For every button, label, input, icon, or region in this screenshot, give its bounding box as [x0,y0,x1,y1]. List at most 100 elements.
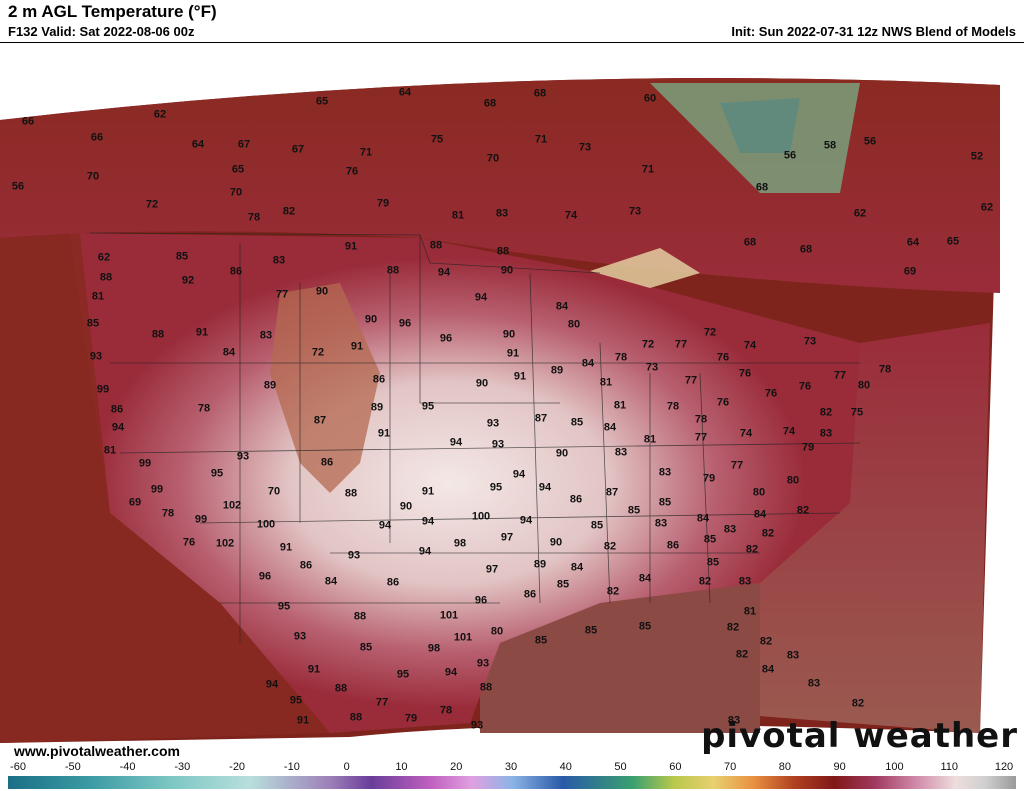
temp-label: 85 [638,620,652,633]
borders [89,232,861,643]
temp-label: 75 [430,133,444,146]
colorbar-tick: 80 [778,761,791,773]
temp-label: 74 [564,209,578,222]
temp-label: 62 [97,251,111,264]
temp-label: 66 [90,131,104,144]
temp-label: 88 [429,239,443,252]
temp-label: 93 [486,417,500,430]
temp-label: 82 [819,406,833,419]
temp-label: 71 [359,146,373,159]
temp-label: 72 [641,338,655,351]
temp-label: 74 [782,425,796,438]
temp-label: 94 [474,291,488,304]
colorbar-tick: -10 [283,761,300,773]
temp-label: 78 [247,211,261,224]
temp-label: 94 [538,481,552,494]
temp-label: 83 [738,575,752,588]
temp-label: 62 [980,201,994,214]
temp-label: 73 [803,335,817,348]
temp-label: 76 [764,387,778,400]
temp-label: 85 [556,578,570,591]
temp-label: 90 [315,285,329,298]
map-field [0,78,1000,743]
temp-label: 96 [474,594,488,607]
temp-label: 94 [519,514,533,527]
temp-label: 88 [349,711,363,724]
temp-label: 96 [398,317,412,330]
temp-label: 82 [796,504,810,517]
temp-label: 91 [279,541,293,554]
temp-label: 85 [359,641,373,654]
temp-label: 76 [738,367,752,380]
temp-label: 67 [237,138,251,151]
temp-label: 76 [182,536,196,549]
temp-label: 96 [439,332,453,345]
temp-label: 83 [786,649,800,662]
temp-label: 93 [491,438,505,451]
temp-label: 80 [752,486,766,499]
colorbar-tick: 50 [614,761,627,773]
temp-label: 68 [755,181,769,194]
temperature-map[interactable]: 66 62 66 64 67 67 65 70 70 56 72 78 82 65 64 68 68 71 75 76… [0,43,1024,760]
map-title: 2 m AGL Temperature (°F) [8,2,217,21]
temp-label: 101 [453,631,473,644]
temp-label: 83 [259,329,273,342]
temp-label: 87 [534,412,548,425]
colorbar-tick: 120 [994,761,1014,773]
temp-label: 101 [439,609,459,622]
temp-label: 76 [716,351,730,364]
temp-label: 91 [350,340,364,353]
temp-label: 85 [570,416,584,429]
temp-label: 84 [696,512,710,525]
temp-label: 69 [128,496,142,509]
colorbar-tick: 30 [504,761,518,773]
temp-label: 82 [745,543,759,556]
temp-label: 64 [398,86,412,99]
colorbar-tick: 0 [343,761,350,773]
temp-label: 56 [863,135,877,148]
temp-label: 82 [606,585,620,598]
temp-label: 73 [628,205,642,218]
temp-label: 94 [437,266,451,279]
colorbar-tick: -50 [64,761,81,773]
temp-label: 88 [334,682,348,695]
temp-label: 75 [850,406,864,419]
temp-label: 82 [761,527,775,540]
temp-label: 52 [970,150,984,163]
temp-label: 56 [783,149,797,162]
temp-label: 72 [311,346,325,359]
colorbar-tick: 100 [885,761,904,773]
temp-label: 94 [378,519,392,532]
temp-label: 78 [666,400,680,413]
temp-label: 86 [523,588,537,601]
temp-label: 78 [878,363,892,376]
temp-label: 93 [476,657,490,670]
temp-label: 93 [347,549,361,562]
temp-label: 58 [823,139,837,152]
website-link[interactable]: www.pivotalweather.com [14,743,180,759]
temp-label: 86 [569,493,583,506]
pacific-region [0,233,330,743]
temp-label: 80 [490,625,504,638]
temp-label: 82 [851,697,865,710]
temp-label: 66 [21,115,35,128]
temp-label: 86 [320,456,334,469]
temp-label: 94 [111,421,125,434]
colorbar: -60 -50 -40 -30 -20 -10 0 10 20 30 40 50 60 70 80 90 100… [0,760,1024,791]
temp-label: 100 [256,518,276,531]
temp-label: 91 [377,427,391,440]
temp-label: 76 [798,380,812,393]
temp-label: 91 [506,347,520,360]
temp-label: 100 [471,510,491,523]
temp-label: 81 [91,290,105,303]
temp-label: 84 [324,575,338,588]
temp-label: 81 [599,376,613,389]
temp-label: 84 [570,561,584,574]
temp-label: 84 [581,357,595,370]
temp-label: 85 [627,504,641,517]
temp-label: 85 [706,556,720,569]
temp-label: 90 [502,328,516,341]
temp-label: 88 [151,328,165,341]
temp-label: 85 [86,317,100,330]
temp-label: 78 [439,704,453,717]
